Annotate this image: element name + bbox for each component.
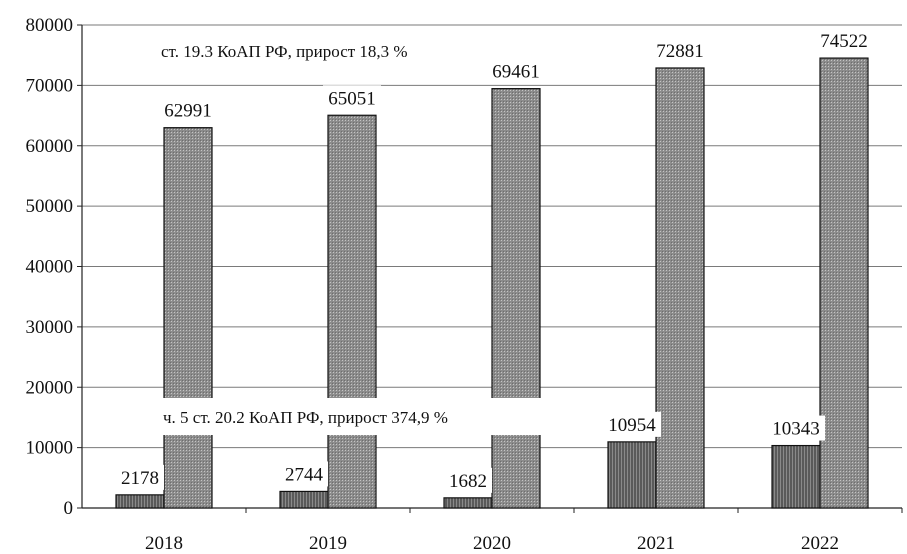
data-labels: 2178 62991 2744 65051 1682 69461 10954 72881 103… (116, 28, 873, 493)
bar-series-1 (115, 494, 165, 509)
data-label-bg (603, 411, 661, 437)
y-tick-label: 20000 (26, 377, 74, 398)
x-tick-label: 2019 (309, 533, 347, 554)
y-tick-label: 80000 (26, 15, 74, 36)
bars (115, 57, 869, 509)
data-label: 65051 (328, 88, 376, 109)
bar-series-2 (163, 127, 213, 509)
data-label-bg (651, 37, 709, 63)
data-label-bg (280, 461, 328, 487)
y-tick-label: 60000 (26, 136, 74, 157)
data-label: 74522 (820, 31, 868, 52)
bar-series-1 (607, 441, 657, 509)
y-tick-label: 70000 (26, 75, 74, 96)
data-label: 10954 (608, 415, 656, 436)
data-label: 2178 (121, 468, 159, 489)
y-tick-label: 40000 (26, 257, 74, 278)
y-tick-label: 30000 (26, 317, 74, 338)
bar-series-1 (771, 444, 821, 509)
x-tick-label: 2022 (801, 533, 839, 554)
bar-series-1 (279, 490, 329, 509)
axes: 0 10000 20000 30000 40000 50000 60000 70000 8000… (26, 15, 903, 554)
x-tick-label: 2021 (637, 533, 675, 554)
data-label: 72881 (656, 41, 704, 62)
data-label: 62991 (164, 101, 212, 122)
bar-series-2 (327, 114, 377, 509)
data-label-bg (815, 28, 873, 54)
annotation-bottom: ч. 5 ст. 20.2 КоАП РФ, прирост 374,9 % (163, 408, 448, 427)
data-label-bg (159, 97, 217, 123)
bar-series-2 (491, 88, 541, 509)
data-label: 1682 (449, 471, 487, 492)
bar-series-2 (655, 67, 705, 509)
annotation-top: ст. 19.3 КоАП РФ, прирост 18,3 % (161, 42, 408, 61)
data-label: 10343 (772, 419, 820, 440)
y-tick-label: 10000 (26, 438, 74, 459)
data-label-bg (444, 467, 492, 493)
y-tick-label: 50000 (26, 196, 74, 217)
data-label: 2744 (285, 464, 324, 485)
data-label: 69461 (492, 62, 540, 83)
x-tick-label: 2020 (473, 533, 511, 554)
y-tick-label: 0 (64, 498, 74, 519)
annotation-box (150, 31, 480, 69)
data-label-bg (487, 58, 545, 84)
annotation-box (150, 398, 542, 435)
data-label-bg (116, 464, 164, 490)
data-label-bg (323, 85, 381, 111)
bar-series-1 (443, 497, 493, 509)
bar-series-2 (819, 57, 869, 509)
annotations: ст. 19.3 КоАП РФ, прирост 18,3 % ч. 5 ст.… (150, 31, 542, 435)
data-label-bg (767, 415, 825, 441)
x-tick-label: 2018 (145, 533, 183, 554)
